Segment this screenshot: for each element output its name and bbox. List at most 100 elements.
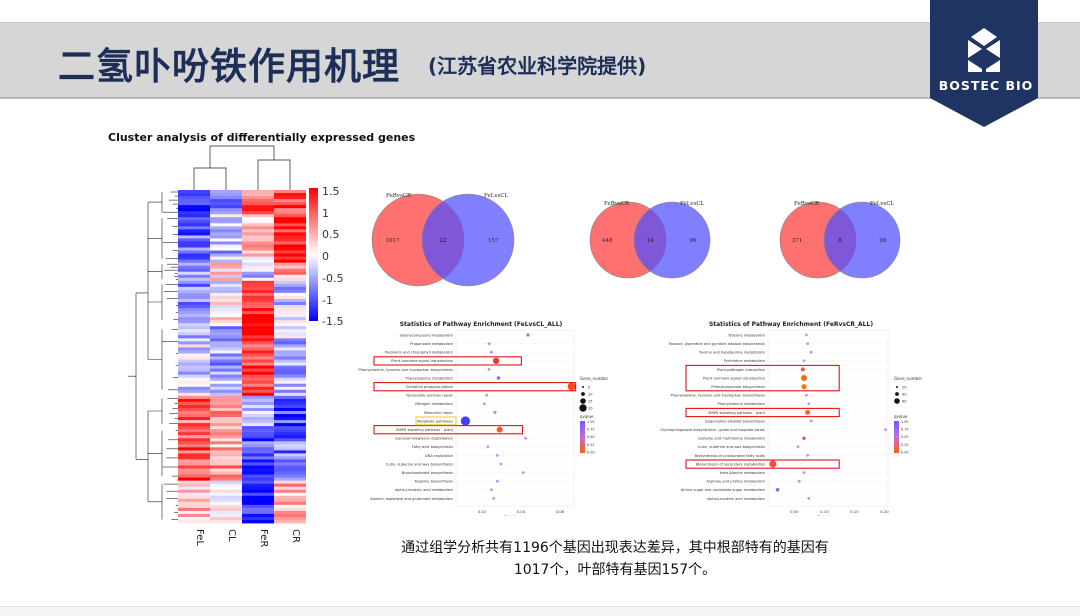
plot-area (455, 329, 575, 507)
heatmap-cell (274, 356, 306, 360)
heatmap-cell (242, 386, 274, 391)
venn-count-right: 157 (488, 238, 499, 244)
heatmap-cell (178, 480, 210, 485)
dendrogram-branch (148, 218, 163, 259)
heatmap-cell (274, 432, 306, 436)
heatmap-cell (242, 271, 274, 276)
heatmap-cell (210, 501, 242, 506)
heatmap-cell (178, 386, 210, 391)
enrichment-dot (884, 428, 887, 431)
heatmap-cell (242, 217, 274, 221)
heatmap-cell (178, 223, 210, 227)
heatmap-cell (210, 444, 242, 448)
heatmap-cell (242, 444, 274, 448)
heatmap-cell (178, 459, 210, 463)
heatmap-cell (210, 395, 242, 400)
enrichment-dot (487, 368, 491, 371)
heatmap-cell (274, 423, 306, 427)
heatmap-cell (178, 244, 210, 248)
heatmap-cell (274, 208, 306, 212)
heatmap-cell (242, 280, 274, 285)
enrichment-dot (800, 367, 805, 372)
legend-color-tick: 0.00 (901, 450, 909, 454)
venn-count-overlap: 22 (440, 238, 447, 244)
heatmap-cell (210, 516, 242, 521)
enrichment-dot (807, 497, 811, 500)
heatmap-cell (274, 253, 306, 257)
heatmap-cell (178, 507, 210, 512)
heatmap-cell (242, 401, 274, 406)
dendrogram-branch (148, 284, 163, 320)
legend-color-tick: 0.25 (587, 443, 595, 447)
heatmap-cell (178, 423, 210, 427)
heatmap-cell (178, 401, 210, 406)
heatmap-cell (242, 441, 274, 445)
heatmap-cell (210, 326, 242, 330)
heatmap-cell (274, 238, 306, 242)
heatmap-cell (178, 432, 210, 436)
heatmap-cell (178, 465, 210, 469)
legend-color-tick: 1.00 (901, 420, 909, 424)
pathway-label: Biosynthesis of unsaturated fatty acids (695, 454, 765, 458)
pathway-label: Plant-pathogen interaction (717, 368, 765, 372)
heatmap-cell (210, 417, 242, 421)
heatmap-cell (242, 507, 274, 512)
heatmap-cell (178, 250, 210, 254)
heatmap-cell (210, 211, 242, 215)
enrichment-dot (806, 454, 809, 457)
heatmap-cell (178, 483, 210, 488)
x-tick-label: 0.15 (850, 509, 859, 514)
heatmap-cell (274, 519, 306, 524)
heatmap-cell (242, 308, 274, 312)
heatmap-cell (210, 410, 242, 415)
heatmap-cell (210, 471, 242, 475)
highlight-box (685, 407, 840, 418)
heatmap-cell (242, 426, 274, 430)
heatmap-cell (178, 205, 210, 209)
enrichment-dot (487, 342, 491, 345)
heatmap-cell (210, 202, 242, 206)
heatmap-cell (242, 404, 274, 409)
heatmap-cell (178, 365, 210, 370)
venn-set-label: FeLvsCL (484, 193, 509, 199)
heatmap-cell (210, 474, 242, 478)
dendrogram-branch (136, 202, 149, 360)
heatmap-cell (274, 244, 306, 248)
enrichment-dot (807, 402, 811, 406)
heatmap-cell (274, 247, 306, 251)
heatmap-cell (242, 519, 274, 524)
pathway-label: Cutin, suberine and wax biosynthesis (698, 445, 765, 449)
heatmap-cell (210, 190, 242, 194)
heatmap-cell (210, 362, 242, 366)
heatmap-cell (242, 462, 274, 466)
colorbar-tick: 1 (322, 206, 329, 220)
heatmap-cell (210, 414, 242, 418)
heatmap-cell (178, 516, 210, 521)
heatmap-cell (242, 380, 274, 385)
heatmap-cell (274, 429, 306, 433)
heatmap-cell (242, 220, 274, 224)
heatmap-cell (210, 305, 242, 309)
heatmap-cell (274, 262, 306, 267)
heatmap-cell (274, 308, 306, 312)
heatmap-cell (210, 407, 242, 412)
pathway-label: DNA replication (425, 454, 453, 458)
pathway-label: Selenocompound metabolism (400, 333, 454, 337)
heatmap-cell (242, 314, 274, 318)
heatmap-cell (210, 477, 242, 482)
venn-circle-right (823, 201, 901, 279)
heatmap-cell (274, 386, 306, 391)
x-tick-label: 0.05 (790, 509, 799, 514)
dendrogram-branch (136, 411, 149, 502)
heatmap-cell (210, 196, 242, 200)
enrichment-dot (801, 384, 807, 390)
heatmap-cell (242, 368, 274, 373)
heatmap-cell (242, 477, 274, 482)
heatmap-cell (178, 362, 210, 366)
slide-title: 二氢卟吩铁作用机理 (58, 45, 400, 88)
heatmap-cell (210, 277, 242, 282)
legend-color-tick: 0.75 (587, 428, 595, 432)
heatmap-cell (242, 250, 274, 254)
enrichment-dot (809, 419, 813, 423)
heatmap-cell (178, 407, 210, 412)
